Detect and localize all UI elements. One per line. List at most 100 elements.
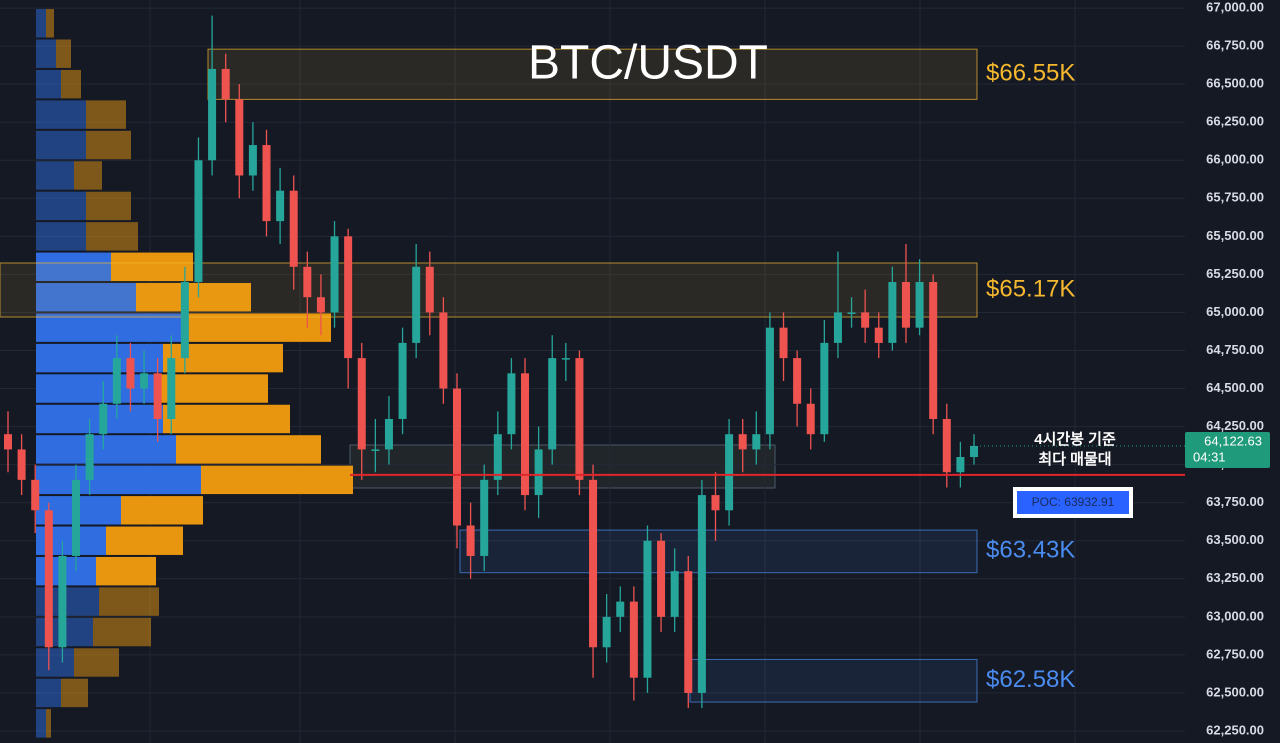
candle-body	[44, 510, 53, 648]
y-tick-label: 62,500.00	[1206, 684, 1264, 699]
profile-sell-bar	[61, 678, 88, 708]
candle-body	[534, 449, 543, 496]
candle-body	[303, 266, 312, 298]
y-tick-label: 66,250.00	[1206, 114, 1264, 129]
profile-buy-bar	[36, 252, 111, 282]
candle-body	[833, 312, 842, 343]
y-tick-label: 67,000.00	[1206, 0, 1264, 15]
candle-body	[956, 457, 965, 473]
candle-body	[752, 434, 761, 450]
candle-body	[289, 190, 298, 267]
profile-buy-bar	[36, 9, 46, 38]
zone-label: $65.17K	[986, 275, 1075, 302]
y-tick-label: 65,250.00	[1206, 266, 1264, 281]
candle-body	[507, 373, 516, 435]
candle-body	[521, 373, 530, 496]
y-tick-label: 63,500.00	[1206, 532, 1264, 547]
y-tick-label: 65,750.00	[1206, 190, 1264, 205]
candle-body	[466, 525, 475, 556]
candle-body	[31, 479, 40, 511]
profile-buy-bar	[36, 343, 163, 373]
profile-buy-bar	[36, 39, 56, 68]
candle-body	[643, 540, 652, 678]
candle-body	[779, 327, 788, 359]
candle-body	[167, 358, 176, 419]
candle-body	[970, 445, 978, 458]
profile-buy-bar	[36, 161, 74, 190]
profile-buy-bar	[36, 222, 86, 251]
zone	[0, 262, 978, 318]
last-price-label: 64,122.63	[1204, 433, 1262, 448]
profile-sell-bar	[163, 404, 290, 434]
profile-buy-bar	[36, 313, 181, 342]
candle-body	[861, 312, 870, 328]
candle-body	[153, 373, 162, 419]
chart-title: BTC/USDT	[528, 37, 768, 90]
y-tick-label: 66,500.00	[1206, 76, 1264, 91]
profile-buy-bar	[36, 374, 158, 403]
candle-body	[711, 495, 720, 511]
y-tick-label: 64,750.00	[1206, 342, 1264, 357]
profile-buy-bar	[36, 709, 46, 738]
profile-buy-bar	[36, 435, 176, 464]
candle-body	[371, 449, 380, 451]
profile-sell-bar	[99, 587, 159, 616]
zone-label: $63.43K	[986, 537, 1075, 564]
profile-sell-bar	[158, 374, 268, 403]
last-price-box	[1185, 431, 1270, 468]
candle-body	[112, 358, 121, 404]
candle-body	[548, 358, 557, 450]
zone-label: $66.55K	[986, 60, 1075, 87]
profile-sell-bar	[86, 130, 131, 160]
zone	[207, 48, 978, 100]
profile-buy-bar	[36, 69, 61, 99]
profile-sell-bar	[46, 709, 51, 738]
candle-body	[72, 479, 81, 556]
candle-body	[684, 571, 693, 693]
zone	[689, 658, 978, 703]
candle-body	[221, 68, 230, 100]
profile-sell-bar	[86, 222, 138, 251]
candle-body	[330, 236, 339, 313]
candle-body	[384, 418, 393, 450]
y-tick-label: 64,250.00	[1206, 418, 1264, 433]
candle-body	[806, 403, 815, 435]
candle-body	[126, 358, 135, 389]
y-tick-label: 62,750.00	[1206, 646, 1264, 661]
countdown-label: 04:31	[1193, 449, 1226, 464]
profile-sell-bar	[181, 313, 331, 342]
profile-buy-bar	[36, 465, 201, 495]
candle-body	[4, 434, 12, 450]
candle-body	[316, 297, 325, 313]
candle-body	[561, 358, 570, 360]
candle-body	[180, 282, 189, 359]
profile-sell-bar	[96, 556, 156, 586]
y-tick-label: 64,500.00	[1206, 380, 1264, 395]
profile-buy-bar	[36, 191, 86, 221]
candle-body	[602, 616, 611, 648]
candle-body	[17, 449, 26, 480]
y-tick-label: 62,250.00	[1206, 722, 1264, 737]
y-tick-label: 65,000.00	[1206, 304, 1264, 319]
zone	[459, 529, 978, 574]
profile-sell-bar	[121, 496, 203, 525]
candle-body	[262, 145, 271, 222]
profile-buy-bar	[36, 283, 136, 312]
candle-body	[888, 282, 897, 343]
annotation: 최다 매물대	[1038, 450, 1111, 468]
candle-body	[738, 434, 747, 450]
candle-body	[357, 358, 366, 450]
candle-body	[874, 327, 883, 343]
candle-body	[575, 358, 584, 480]
profile-sell-bar	[176, 435, 321, 464]
candle-body	[480, 479, 489, 556]
candle-body	[725, 434, 734, 511]
candle-body	[493, 434, 502, 480]
candle-body	[670, 571, 679, 617]
candle-body	[140, 373, 149, 389]
profile-sell-bar	[201, 465, 353, 495]
profile-sell-bar	[136, 283, 251, 312]
range-profile-box	[349, 444, 776, 489]
candle-body	[942, 418, 951, 473]
